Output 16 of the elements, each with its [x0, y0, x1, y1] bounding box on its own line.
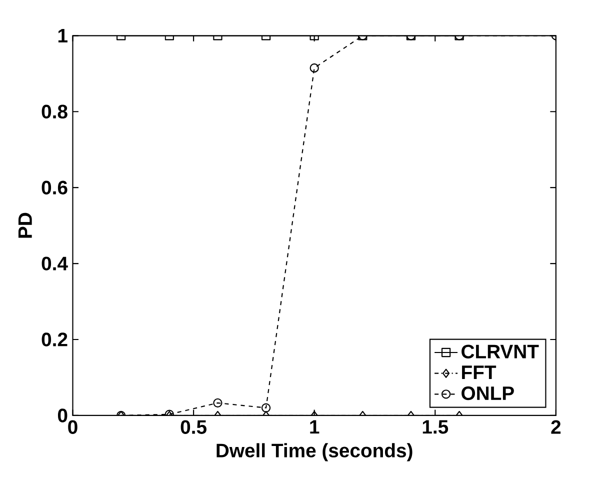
y-axis-title: PD — [18, 212, 32, 238]
x-axis-title: Dwell Time (seconds) — [216, 442, 412, 462]
y-tick-label: 0.2 — [42, 332, 68, 346]
legend-label: FFT — [462, 365, 496, 379]
x-tick-label: 1.5 — [422, 420, 448, 434]
legend-label: ONLP — [462, 386, 514, 400]
y-tick-label: 0.8 — [42, 104, 68, 118]
x-tick-label: 0 — [68, 420, 78, 434]
y-tick-label: 1 — [58, 28, 68, 42]
x-tick-label: 2 — [551, 420, 561, 434]
y-tick-label: 0 — [58, 408, 68, 422]
x-tick-label: 0.5 — [180, 420, 206, 434]
y-tick-label: 0.4 — [42, 256, 68, 270]
x-tick-label: 1 — [310, 420, 320, 434]
legend-label: CLRVNT — [462, 344, 539, 358]
y-tick-label: 0.6 — [42, 180, 68, 194]
